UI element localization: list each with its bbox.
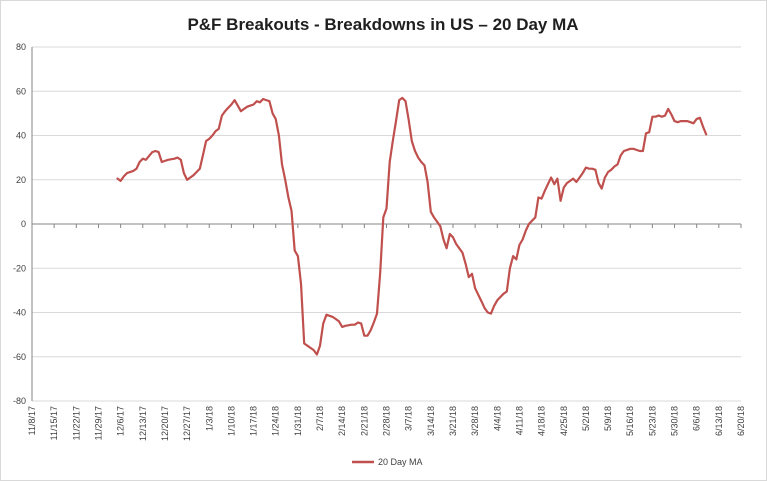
x-tick-label: 3/14/18: [426, 406, 436, 436]
x-tick-label: 3/28/18: [470, 406, 480, 436]
x-tick-label: 1/3/18: [204, 406, 214, 431]
x-tick-label: 4/18/18: [537, 406, 547, 436]
x-tick-label: 5/30/18: [670, 406, 680, 436]
x-tick-label: 3/21/18: [448, 406, 458, 436]
y-tick-label: -40: [13, 308, 26, 318]
x-tick-label: 12/13/17: [138, 406, 148, 441]
x-tick-label: 4/25/18: [559, 406, 569, 436]
y-tick-label: 40: [16, 131, 26, 141]
x-tick-label: 6/13/18: [714, 406, 724, 436]
series-layer: [116, 96, 708, 356]
x-tick-label: 4/11/18: [514, 406, 524, 435]
x-tick-label: 5/23/18: [647, 406, 657, 436]
x-tick-label: 12/6/17: [116, 406, 126, 436]
y-tick-label: -60: [13, 352, 26, 362]
x-tick-label: 5/9/18: [603, 406, 613, 431]
x-tick-label: 6/6/18: [692, 406, 702, 431]
y-tick-label: -80: [13, 396, 26, 406]
x-tick-label: 11/22/17: [71, 406, 81, 440]
x-tick-label: 12/27/17: [182, 406, 192, 441]
x-tick-label: 1/10/18: [226, 406, 236, 436]
x-tick-label: 12/20/17: [160, 406, 170, 441]
x-tick-label: 11/15/17: [49, 406, 59, 440]
x-tick-label: 3/7/18: [404, 406, 414, 431]
x-tick-label: 4/4/18: [492, 406, 502, 431]
chart-title: P&F Breakouts - Breakdowns in US – 20 Da…: [187, 15, 578, 34]
x-tick-label: 11/29/17: [93, 406, 103, 440]
x-tick-label: 1/17/18: [249, 406, 259, 436]
x-tick-label: 2/7/18: [315, 406, 325, 431]
y-tick-label: -20: [13, 263, 26, 273]
legend: 20 Day MA: [352, 457, 423, 467]
x-tick-label: 2/21/18: [359, 406, 369, 436]
gridlines: [32, 46, 741, 402]
series-line-20-day-ma: [116, 96, 708, 356]
x-tick-label: 1/31/18: [293, 406, 303, 436]
x-tick-label: 5/16/18: [625, 406, 635, 436]
y-tick-label: 80: [16, 42, 26, 52]
x-tick-label: 5/2/18: [581, 406, 591, 431]
y-tick-label: 60: [16, 86, 26, 96]
x-tick-label: 1/24/18: [271, 406, 281, 436]
y-tick-label: 20: [16, 175, 26, 185]
x-tick-label: 11/8/17: [27, 406, 37, 435]
x-tick-label: 2/14/18: [337, 406, 347, 436]
legend-label-20-day-ma: 20 Day MA: [378, 457, 423, 467]
x-tick-label: 2/28/18: [382, 406, 392, 436]
y-tick-label: 0: [21, 219, 26, 229]
x-tick-label: 6/20/18: [736, 406, 746, 436]
